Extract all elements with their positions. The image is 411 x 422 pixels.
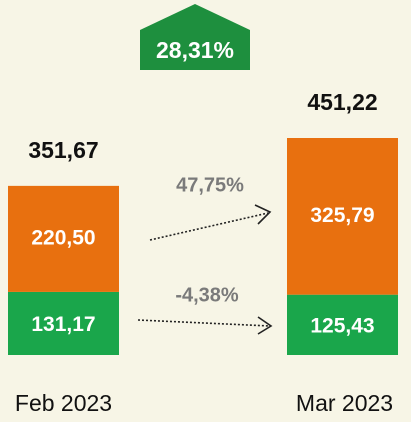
segment-label: 125,43 (310, 314, 374, 337)
change-label: -4,38% (175, 284, 239, 306)
bar-segment (8, 291, 119, 355)
x-tick-label: Mar 2023 (296, 390, 393, 416)
growth-label: 28,31% (156, 37, 234, 63)
x-tick-label: Feb 2023 (15, 390, 112, 416)
bar-segment (287, 294, 398, 355)
arrows (137, 204, 273, 335)
arrow-head (254, 204, 272, 225)
segment-label: 131,17 (31, 313, 95, 336)
total-label: 451,22 (307, 89, 377, 115)
arrow-line (149, 212, 269, 241)
bar-segment (287, 138, 398, 295)
arrow-head (257, 316, 273, 335)
growth-badge (140, 4, 250, 70)
total-label: 351,67 (28, 137, 98, 163)
segment-label: 220,50 (31, 226, 95, 249)
bar-segment (8, 185, 119, 292)
segment-label: 325,79 (310, 204, 374, 227)
change-label: 47,75% (176, 174, 244, 196)
